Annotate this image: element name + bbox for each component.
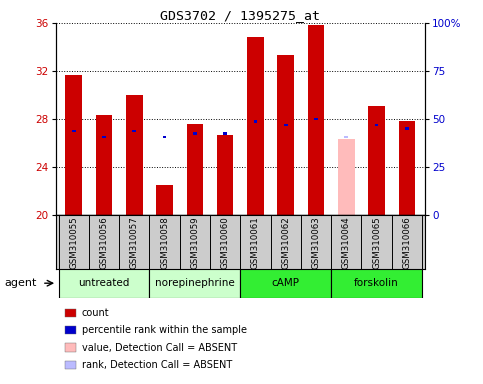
Bar: [193, 132, 197, 135]
Bar: [368, 106, 385, 215]
Bar: [72, 130, 75, 132]
Text: percentile rank within the sample: percentile rank within the sample: [82, 325, 247, 335]
Text: GSM310064: GSM310064: [342, 217, 351, 270]
Bar: [277, 55, 294, 215]
Text: GSM310056: GSM310056: [99, 217, 109, 270]
Bar: [308, 25, 325, 215]
Bar: [132, 130, 136, 132]
Text: GSM310063: GSM310063: [312, 217, 321, 270]
Text: rank, Detection Call = ABSENT: rank, Detection Call = ABSENT: [82, 360, 232, 370]
Text: untreated: untreated: [78, 278, 130, 288]
Bar: [102, 136, 106, 138]
Text: cAMP: cAMP: [272, 278, 300, 288]
Text: norepinephrine: norepinephrine: [155, 278, 235, 288]
Text: value, Detection Call = ABSENT: value, Detection Call = ABSENT: [82, 343, 237, 353]
Text: GSM310058: GSM310058: [160, 217, 169, 270]
Bar: [247, 38, 264, 215]
Bar: [65, 74, 82, 215]
Bar: [241, 269, 331, 298]
Title: GDS3702 / 1395275_at: GDS3702 / 1395275_at: [160, 9, 320, 22]
Bar: [331, 269, 422, 298]
Text: GSM310061: GSM310061: [251, 217, 260, 270]
Text: GSM310066: GSM310066: [402, 217, 412, 270]
Bar: [398, 121, 415, 215]
Bar: [375, 124, 378, 126]
Text: forskolin: forskolin: [354, 278, 399, 288]
Bar: [254, 120, 257, 123]
Text: GSM310059: GSM310059: [190, 217, 199, 269]
Bar: [284, 124, 287, 126]
Text: count: count: [82, 308, 109, 318]
Bar: [344, 136, 348, 138]
Bar: [338, 139, 355, 215]
Bar: [149, 269, 241, 298]
Text: GSM310060: GSM310060: [221, 217, 229, 270]
Bar: [96, 116, 113, 215]
Bar: [58, 269, 149, 298]
Text: agent: agent: [5, 278, 37, 288]
Text: GSM310062: GSM310062: [281, 217, 290, 270]
Text: GSM310057: GSM310057: [130, 217, 139, 270]
Text: GSM310055: GSM310055: [69, 217, 78, 270]
Bar: [156, 185, 173, 215]
Bar: [314, 118, 318, 120]
Bar: [186, 124, 203, 215]
Text: GSM310065: GSM310065: [372, 217, 381, 270]
Bar: [223, 132, 227, 135]
Bar: [126, 95, 142, 215]
Bar: [405, 127, 409, 130]
Bar: [163, 136, 167, 138]
Bar: [217, 135, 233, 215]
